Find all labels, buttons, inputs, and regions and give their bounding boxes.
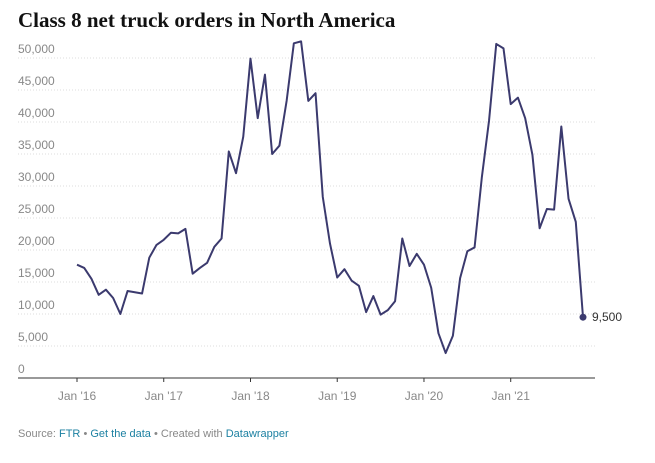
y-tick-label: 50,000 bbox=[18, 42, 55, 56]
end-point bbox=[579, 313, 587, 321]
separator: • bbox=[154, 428, 158, 440]
source-link[interactable]: FTR bbox=[59, 428, 80, 440]
footer: Source: FTR • Get the data • Created wit… bbox=[18, 428, 289, 440]
tool-link[interactable]: Datawrapper bbox=[226, 428, 289, 440]
x-tick-label: Jan '21 bbox=[492, 389, 531, 403]
y-tick-label: 30,000 bbox=[18, 170, 55, 184]
y-tick-label: 45,000 bbox=[18, 74, 55, 88]
chart-title: Class 8 net truck orders in North Americ… bbox=[18, 8, 396, 32]
separator: • bbox=[83, 428, 87, 440]
line bbox=[76, 40, 584, 355]
y-tick-label: 5,000 bbox=[18, 330, 48, 344]
created-with: Created with bbox=[161, 428, 223, 440]
y-tick-label: 40,000 bbox=[18, 106, 55, 120]
x-tick-label: Jan '16 bbox=[58, 389, 97, 403]
y-tick-label: 35,000 bbox=[18, 138, 55, 152]
x-tick-label: Jan '20 bbox=[405, 389, 444, 403]
source-label: Source: bbox=[18, 428, 56, 440]
x-tick-label: Jan '17 bbox=[145, 389, 184, 403]
x-tick-label: Jan '18 bbox=[231, 389, 270, 403]
y-tick-label: 20,000 bbox=[18, 234, 55, 248]
value-label: 9,500 bbox=[592, 310, 622, 324]
get-data-link[interactable]: Get the data bbox=[90, 428, 151, 440]
y-tick-label: 0 bbox=[18, 362, 25, 376]
y-tick-label: 15,000 bbox=[18, 266, 55, 280]
y-tick-label: 25,000 bbox=[18, 202, 55, 216]
x-tick-label: Jan '19 bbox=[318, 389, 357, 403]
y-tick-label: 10,000 bbox=[18, 298, 55, 312]
